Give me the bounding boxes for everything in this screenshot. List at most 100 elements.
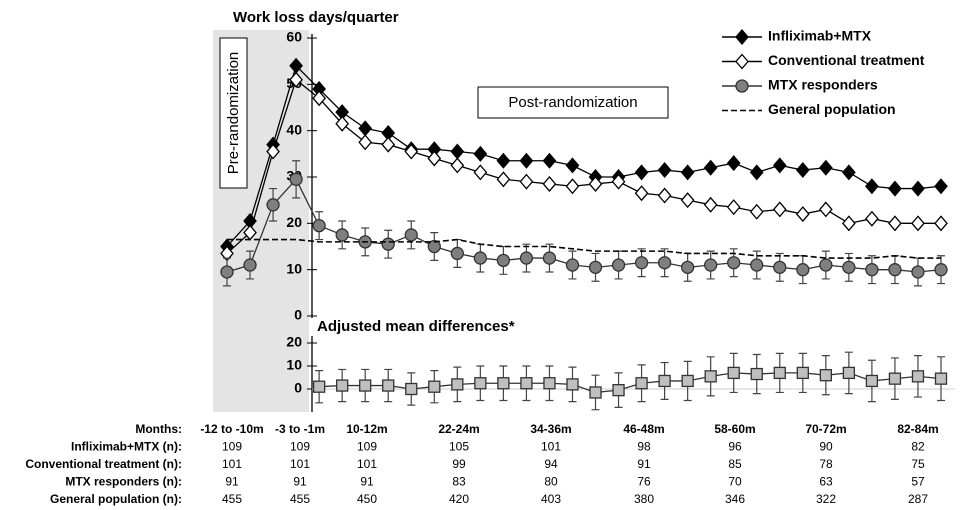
circle-marker xyxy=(588,260,603,275)
diamond-marker xyxy=(381,136,396,153)
square-marker xyxy=(497,377,510,390)
diamond-marker xyxy=(842,215,856,232)
table-header: Months: xyxy=(135,422,182,436)
table-cell: 80 xyxy=(544,475,558,489)
month-label: -12 to -10m xyxy=(200,422,263,436)
square-marker xyxy=(635,377,648,390)
circle-marker xyxy=(427,239,441,254)
y-tick-label: 0 xyxy=(294,380,302,396)
table-cell: 76 xyxy=(637,475,651,489)
square-marker xyxy=(451,378,464,391)
diamond-marker xyxy=(565,157,580,174)
y-tick-label: 10 xyxy=(286,260,302,276)
circle-marker xyxy=(243,258,257,272)
y-tick-label: 20 xyxy=(286,334,302,350)
square-marker xyxy=(704,370,717,383)
table-cell: 96 xyxy=(728,440,742,454)
diamond-marker xyxy=(358,120,373,137)
diamond-marker xyxy=(911,180,925,197)
diamond-marker xyxy=(542,152,557,169)
diamond-marker xyxy=(588,175,603,192)
month-label: 10-12m xyxy=(346,422,387,436)
circle-marker xyxy=(496,253,511,268)
square-marker xyxy=(359,379,372,392)
diamond-marker xyxy=(450,157,465,174)
diamond-marker xyxy=(934,178,948,195)
diamond-marker xyxy=(703,159,718,176)
circle-marker xyxy=(934,263,948,277)
table-cell: 101 xyxy=(222,457,242,471)
diamond-marker xyxy=(427,150,442,167)
diamond-marker xyxy=(749,164,764,181)
diamond-marker xyxy=(404,143,419,160)
month-label: 22-24m xyxy=(438,422,479,436)
diamond-marker xyxy=(542,175,557,192)
table-cell: 287 xyxy=(908,492,928,506)
diamond-marker xyxy=(865,178,879,195)
diamond-marker xyxy=(818,201,833,218)
legend-label: General population xyxy=(768,101,896,117)
circle-marker xyxy=(473,251,488,265)
diamond-marker xyxy=(519,173,534,190)
diamond-marker xyxy=(865,210,879,227)
diamond-marker xyxy=(496,152,511,169)
table-cell: 380 xyxy=(634,492,654,506)
diamond-marker xyxy=(703,196,718,213)
month-label: 46-48m xyxy=(623,422,664,436)
table-cell: 455 xyxy=(222,492,242,506)
circle-marker xyxy=(542,251,557,265)
table-cell: 98 xyxy=(637,440,651,454)
diamond-marker xyxy=(289,71,303,88)
diamond-marker xyxy=(680,164,695,181)
circle-marker xyxy=(381,237,395,251)
square-marker xyxy=(681,374,694,388)
diamond-marker xyxy=(726,155,741,172)
table-cell: 70 xyxy=(728,475,742,489)
diamond-marker xyxy=(772,201,787,218)
row-label: MTX responders (n): xyxy=(65,475,182,489)
diamond-marker xyxy=(450,143,465,160)
table-cell: 109 xyxy=(290,440,310,454)
y-tick-label: 10 xyxy=(286,357,302,373)
circle-marker xyxy=(220,265,234,279)
square-marker xyxy=(336,379,349,392)
diamond-marker xyxy=(519,152,534,169)
table-cell: 83 xyxy=(452,475,466,489)
circle-marker xyxy=(565,258,580,272)
row-label: Conventional treatment (n): xyxy=(25,457,182,471)
chart-title: Adjusted mean differences* xyxy=(317,318,515,335)
legend-label: Conventional treatment xyxy=(768,52,925,68)
month-label: -3 to -1m xyxy=(275,422,325,436)
series-line xyxy=(319,372,942,394)
month-label: 82-84m xyxy=(897,422,938,436)
table-cell: 99 xyxy=(452,457,466,471)
annotation: Pre-randomization xyxy=(225,52,242,175)
diamond-marker xyxy=(911,215,925,232)
square-marker xyxy=(520,377,533,390)
circle-marker xyxy=(312,218,326,233)
table-cell: 90 xyxy=(819,440,833,454)
annotation: Post-randomization xyxy=(508,94,637,111)
circle-marker xyxy=(842,260,856,275)
circle-marker xyxy=(450,246,464,261)
diamond-marker xyxy=(266,143,280,160)
diamond-marker xyxy=(496,171,511,188)
y-tick-label: 0 xyxy=(294,307,302,323)
circle-marker xyxy=(911,265,925,279)
month-label: 70-72m xyxy=(805,422,846,436)
diamond-marker xyxy=(634,164,649,181)
circle-marker xyxy=(657,256,672,270)
table-cell: 91 xyxy=(225,475,239,489)
table-cell: 63 xyxy=(819,475,833,489)
square-marker xyxy=(543,377,556,390)
table-cell: 101 xyxy=(290,457,310,471)
circle-marker xyxy=(289,172,303,186)
diamond-marker xyxy=(795,206,810,223)
diamond-marker xyxy=(726,199,741,216)
square-marker xyxy=(428,380,441,393)
diamond-marker xyxy=(473,164,488,181)
circle-marker xyxy=(335,228,349,242)
row-label: Infliximab+MTX (n): xyxy=(71,440,182,454)
circle-marker xyxy=(519,251,534,265)
square-marker xyxy=(658,374,671,388)
